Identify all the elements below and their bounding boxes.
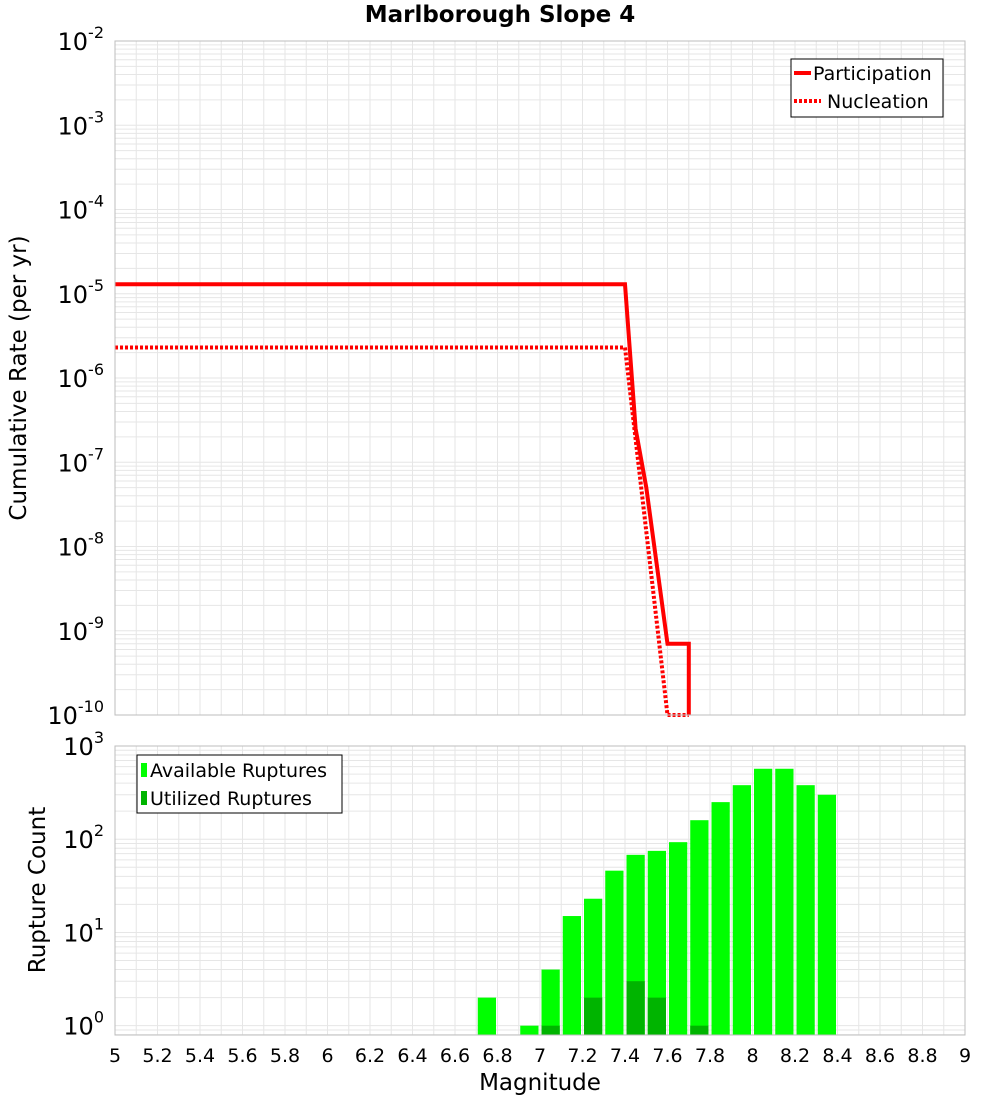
bar-utilized-ruptures [541,1025,560,1035]
bottom-plot-frame [114,745,966,1036]
bar-available-ruptures [562,916,581,1035]
chart-title: Marlborough Slope 4 [365,2,636,28]
legend-utilized-label: Utilized Ruptures [150,788,312,810]
bar-available-ruptures [754,768,773,1035]
x-tick-label: 6.6 [440,1045,470,1067]
top-legend: Participation Nucleation [790,58,944,118]
bar-available-ruptures [541,969,560,1035]
y-tick-label: 100 [63,1008,104,1041]
bar-available-ruptures [690,820,709,1035]
bar-utilized-ruptures [626,981,645,1035]
bar-utilized-ruptures [584,997,603,1035]
x-tick-label: 7 [534,1045,546,1067]
x-tick-label: 7.4 [610,1045,640,1067]
legend-nucleation-label: Nucleation [827,91,929,113]
x-axis-label: Magnitude [479,1070,601,1096]
x-tick-label: 8.4 [822,1045,852,1067]
y-tick-label: 102 [63,821,104,854]
top-y-axis-label: Cumulative Rate (per yr) [6,235,32,520]
x-tick-label: 5.8 [270,1045,300,1067]
x-tick-label: 6 [321,1045,333,1067]
legend-utilized-swatch [141,791,147,805]
bar-available-ruptures [817,794,836,1035]
y-tick-label: 10-2 [58,23,105,56]
legend-participation-label: Participation [813,63,932,85]
bar-utilized-ruptures [690,1025,709,1035]
x-tick-labels: 5 5.2 5.4 5.6 5.8 6 6.2 6.4 6.6 6.8 7 7.2 7.4 7.6 7.8 8… [109,1045,971,1067]
bar-available-ruptures [605,870,624,1035]
x-tick-label: 5.4 [185,1045,215,1067]
bar-available-ruptures [520,1025,539,1035]
y-tick-label: 10-6 [58,360,105,393]
top-y-tick-labels: 10-10 10-9 10-8 10-7 10-6 10-5 10-4 10-3 10-2 [47,23,104,730]
bar-available-ruptures [477,997,496,1035]
y-tick-label: 10-10 [47,697,104,730]
bar-available-ruptures [647,850,666,1035]
x-tick-label: 8.6 [865,1045,895,1067]
x-tick-label: 5.2 [142,1045,172,1067]
y-tick-label: 10-4 [58,192,105,225]
top-plot-series [115,282,691,717]
legend-available-label: Available Ruptures [150,760,327,782]
series-line-nucleation [115,345,689,717]
x-tick-label: 8.2 [780,1045,810,1067]
bar-available-ruptures [775,768,794,1035]
y-tick-label: 10-7 [58,444,105,477]
top-legend-box [790,58,944,118]
y-tick-label: 103 [63,728,104,761]
series-line-participation [115,282,691,715]
x-tick-label: 8.8 [907,1045,937,1067]
bar-available-ruptures [796,785,815,1035]
bottom-plot-bars [477,768,836,1035]
bottom-legend: Available Ruptures Utilized Ruptures [136,754,343,814]
y-tick-label: 10-5 [58,276,105,309]
x-tick-label: 5.6 [227,1045,257,1067]
y-tick-label: 10-9 [58,613,105,646]
x-tick-label: 8 [746,1045,758,1067]
x-tick-label: 9 [959,1045,971,1067]
top-plot-frame [114,40,966,716]
x-tick-label: 7.8 [695,1045,725,1067]
bottom-legend-box [136,754,343,814]
bar-available-ruptures [669,842,688,1035]
y-tick-label: 101 [63,914,104,947]
bottom-y-axis-label: Rupture Count [25,807,51,973]
top-plot-grid [114,41,966,716]
y-tick-label: 10-8 [58,529,105,562]
bottom-plot: 100 101 102 103 5 5.2 5.4 5.6 5.8 6 6.2 6.4 6.6 6.8 7… [25,728,971,1096]
y-tick-label: 10-3 [58,107,105,140]
x-tick-label: 6.4 [397,1045,427,1067]
bar-available-ruptures [711,802,730,1035]
x-tick-label: 5 [109,1045,121,1067]
x-tick-label: 6.8 [482,1045,512,1067]
x-tick-label: 7.2 [567,1045,597,1067]
bottom-y-tick-labels: 100 101 102 103 [63,728,104,1041]
legend-available-swatch [141,763,147,777]
bar-available-ruptures [732,785,751,1035]
top-plot: 10-10 10-9 10-8 10-7 10-6 10-5 10-4 10-3 10-2 Cu… [6,23,966,730]
x-tick-label: 6.2 [355,1045,385,1067]
x-tick-label: 7.6 [652,1045,682,1067]
bar-utilized-ruptures [647,997,666,1035]
